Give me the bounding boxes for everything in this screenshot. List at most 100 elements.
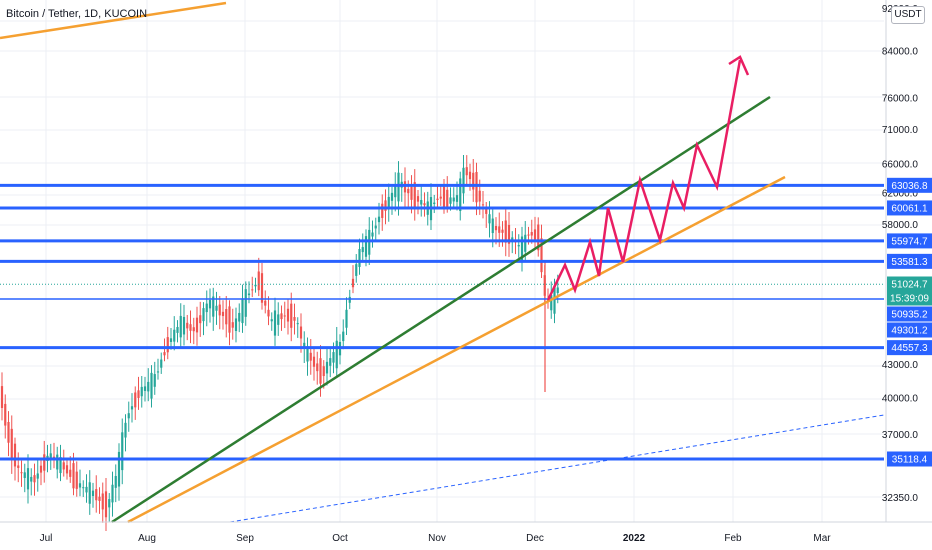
candle-body	[403, 181, 407, 193]
candle-body	[494, 225, 498, 231]
candle-body	[78, 483, 82, 488]
candle-body	[192, 327, 195, 332]
candle-body	[325, 361, 329, 374]
candle-body	[361, 247, 364, 253]
level-price-label: 35118.4	[892, 455, 928, 466]
candle-body	[381, 203, 384, 218]
candle-body	[101, 493, 104, 510]
time-axis-tick-label: Jul	[40, 533, 53, 544]
candle-body	[189, 324, 192, 331]
candle-body	[163, 352, 166, 356]
level-price-label-bg	[887, 253, 932, 269]
candle-body	[290, 303, 293, 328]
candle-body	[117, 451, 121, 487]
candle-body	[475, 171, 478, 203]
candle-body	[176, 326, 179, 333]
candle-body	[527, 234, 530, 236]
candle-body	[234, 318, 238, 332]
candle-body	[202, 308, 205, 322]
candle-body	[407, 188, 410, 194]
candle-body	[550, 295, 553, 311]
projection-path[interactable]	[546, 59, 742, 301]
candle-body	[286, 308, 290, 322]
candle-body	[533, 229, 537, 242]
candle-body	[478, 190, 481, 202]
candle-body	[488, 214, 491, 224]
trendline-green[interactable]	[111, 95, 771, 524]
price-axis-tick-label: 84000.0	[882, 47, 919, 58]
time-axis-tick-label: Aug	[138, 533, 156, 544]
candle-body	[62, 462, 65, 470]
candle-body	[394, 185, 397, 198]
candle-body	[364, 236, 368, 257]
candle-body	[111, 484, 114, 503]
price-axis-tick-label: 32350.0	[882, 493, 919, 504]
candle-body	[17, 465, 20, 468]
candle-body	[98, 496, 101, 501]
price-axis-tick-label: 71000.0	[882, 125, 919, 136]
candle-body	[75, 471, 78, 489]
candle-body	[7, 421, 10, 443]
candle-body	[270, 319, 273, 322]
candle-body	[179, 315, 182, 338]
candle-body	[124, 422, 127, 438]
candle-body	[468, 171, 472, 180]
currency-badge[interactable]: USDT	[891, 6, 925, 24]
candle-body	[280, 313, 283, 320]
candle-body	[114, 475, 117, 488]
candle-body	[472, 172, 475, 190]
level-price-label-bg	[887, 200, 932, 216]
candle-body	[390, 192, 394, 201]
candle-body	[452, 197, 455, 202]
price-label: 49301.2	[891, 326, 928, 337]
candle-body	[254, 284, 257, 287]
candle-body	[556, 287, 559, 293]
candle-body	[387, 196, 390, 209]
candle-body	[231, 322, 234, 328]
candle-body	[218, 304, 221, 316]
candle-body	[95, 489, 98, 501]
level-price-label: 55974.7	[891, 236, 928, 247]
level-price-label: 53581.3	[891, 257, 928, 268]
time-axis-tick-label: Oct	[332, 533, 348, 544]
candle-body	[524, 234, 527, 252]
candle-body	[439, 196, 442, 199]
candle-body	[374, 225, 377, 229]
candle-body	[462, 167, 465, 194]
trendline-orange[interactable]	[127, 175, 786, 524]
candle-body	[140, 386, 143, 397]
time-axis-tick-label: Feb	[724, 533, 742, 544]
candle-body	[410, 186, 413, 200]
candle-body	[85, 486, 88, 493]
candle-body	[26, 468, 30, 490]
candle-body	[319, 358, 322, 384]
time-axis-tick-label: Nov	[428, 533, 446, 544]
level-price-label: 44557.3	[891, 343, 928, 354]
candle-body	[371, 232, 374, 237]
candle-body	[208, 300, 212, 309]
candle-body	[504, 220, 507, 243]
current-price-label: 51024.7	[891, 280, 928, 291]
candle-body	[332, 352, 335, 363]
candle-body	[238, 312, 241, 322]
candle-body	[413, 182, 416, 208]
candle-body	[72, 463, 75, 489]
candle-body	[260, 273, 264, 303]
candle-body	[205, 303, 208, 313]
candle-body	[69, 469, 72, 477]
candle-body	[433, 202, 436, 205]
candle-body	[10, 428, 13, 461]
candle-body	[397, 172, 400, 202]
candle-body	[160, 359, 163, 368]
candle-body	[108, 499, 111, 508]
candle-body	[39, 465, 43, 473]
candle-body	[4, 403, 7, 426]
candle-body	[59, 457, 62, 474]
trendline-dotted[interactable]	[229, 414, 885, 523]
trendline-orange-top[interactable]	[0, 1, 227, 40]
candle-body	[316, 363, 319, 372]
candle-body	[30, 476, 33, 482]
candle-body	[241, 298, 244, 324]
candle-body	[322, 366, 325, 377]
